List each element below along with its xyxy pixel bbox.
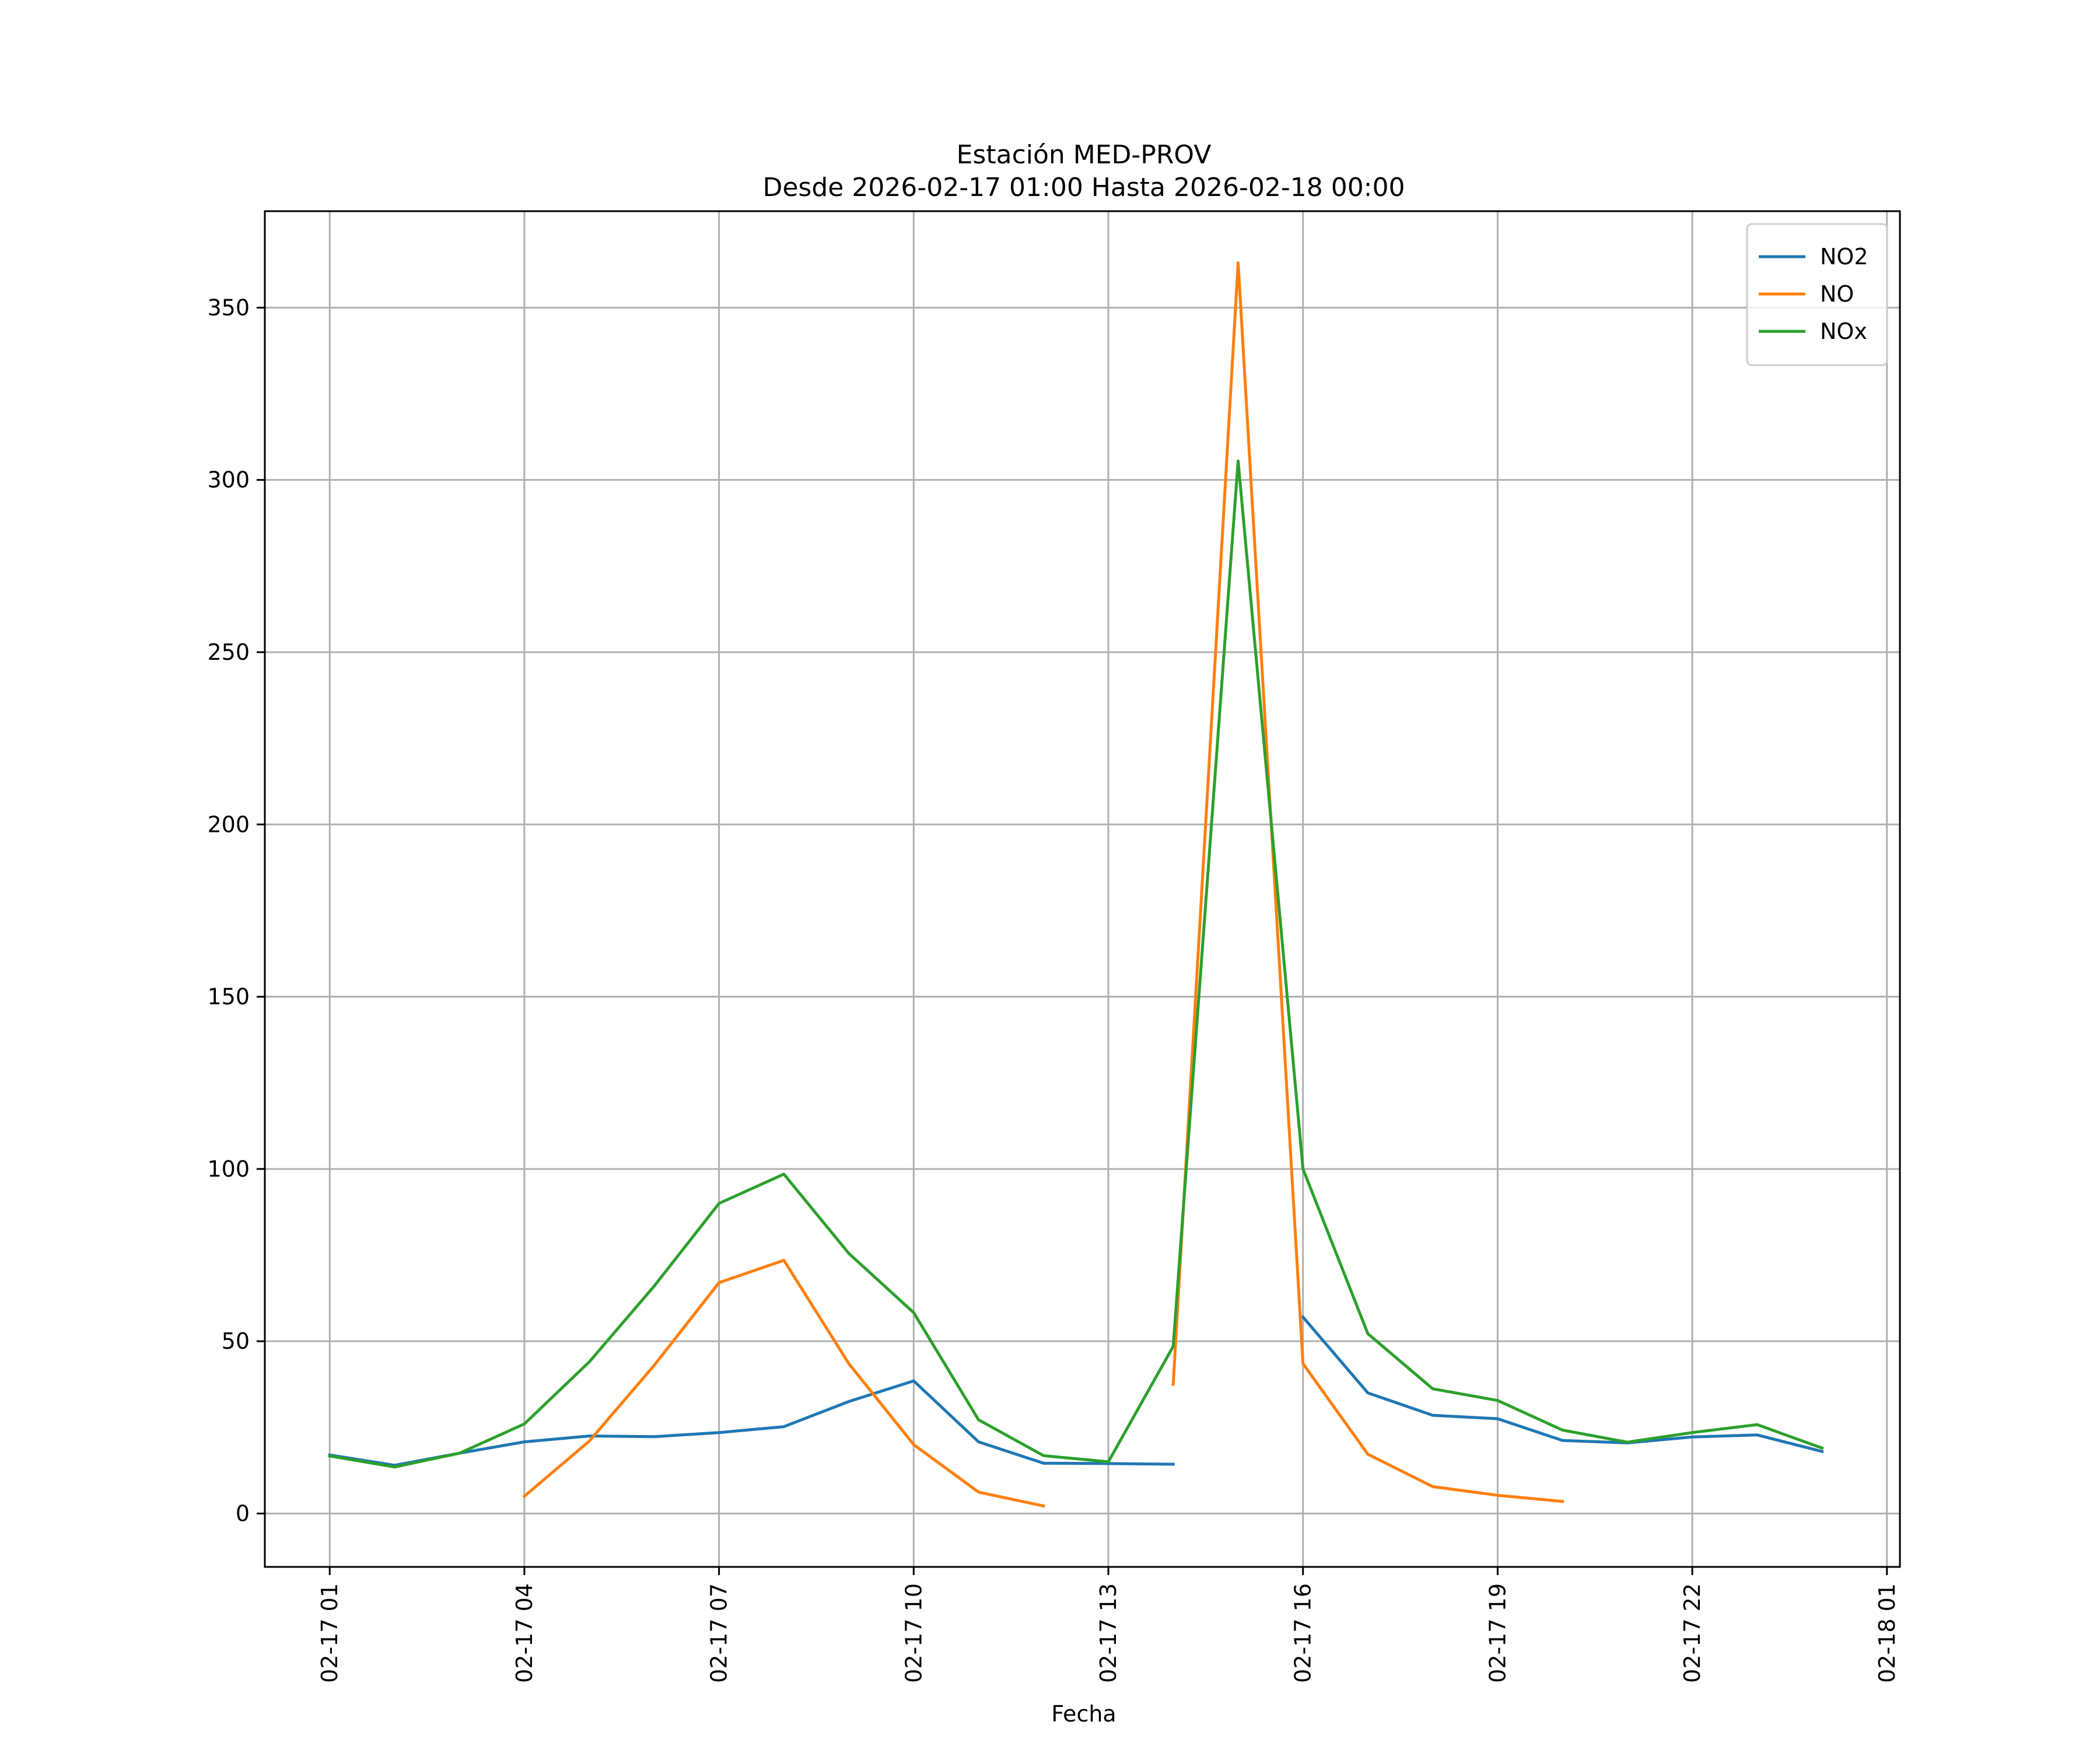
grid xyxy=(265,211,1900,1567)
y-tick-label: 0 xyxy=(236,1500,250,1526)
x-tick-label: 02-18 01 xyxy=(1874,1583,1900,1683)
legend: NO2 NO NOx xyxy=(1746,223,1888,366)
x-tick-label: 02-17 22 xyxy=(1679,1583,1705,1683)
y-tick-label: 250 xyxy=(207,639,250,665)
y-tick-label: 50 xyxy=(222,1328,250,1354)
x-tick-label: 02-17 01 xyxy=(317,1583,342,1683)
x-tick-label: 02-17 13 xyxy=(1096,1583,1121,1683)
x-tick-label: 02-17 19 xyxy=(1485,1583,1510,1683)
x-tick-label: 02-17 07 xyxy=(706,1583,732,1683)
legend-label: NO2 xyxy=(1820,244,1868,270)
x-tick-label: 02-17 10 xyxy=(901,1583,926,1683)
plot-frame xyxy=(264,210,1901,1568)
y-tick-label: 300 xyxy=(207,467,250,493)
legend-label: NOx xyxy=(1820,319,1867,344)
y-tick-label: 200 xyxy=(207,811,250,837)
y-axis: 0 50 100 150 200 250 300 350 xyxy=(207,295,265,1526)
x-tick-label: 02-17 04 xyxy=(512,1583,537,1683)
chart-title: Estación MED-PROV xyxy=(957,140,1212,170)
series-lines xyxy=(328,261,1824,1508)
y-tick-label: 350 xyxy=(207,295,250,320)
y-tick-label: 150 xyxy=(207,984,250,1010)
x-tick-label: 02-17 16 xyxy=(1290,1583,1316,1683)
series-line-no2 xyxy=(328,1315,1824,1467)
x-axis: 02-17 01 02-17 04 02-17 07 02-17 10 02-17 13… xyxy=(317,1567,1900,1683)
series-line-nox xyxy=(328,459,1824,1469)
series-line-no xyxy=(522,261,1564,1508)
x-axis-label: Fecha xyxy=(1051,1701,1116,1727)
legend-label: NO xyxy=(1820,281,1854,307)
y-tick-label: 100 xyxy=(207,1156,250,1182)
chart-subtitle: Desde 2026-02-17 01:00 Hasta 2026-02-18 … xyxy=(762,173,1405,202)
